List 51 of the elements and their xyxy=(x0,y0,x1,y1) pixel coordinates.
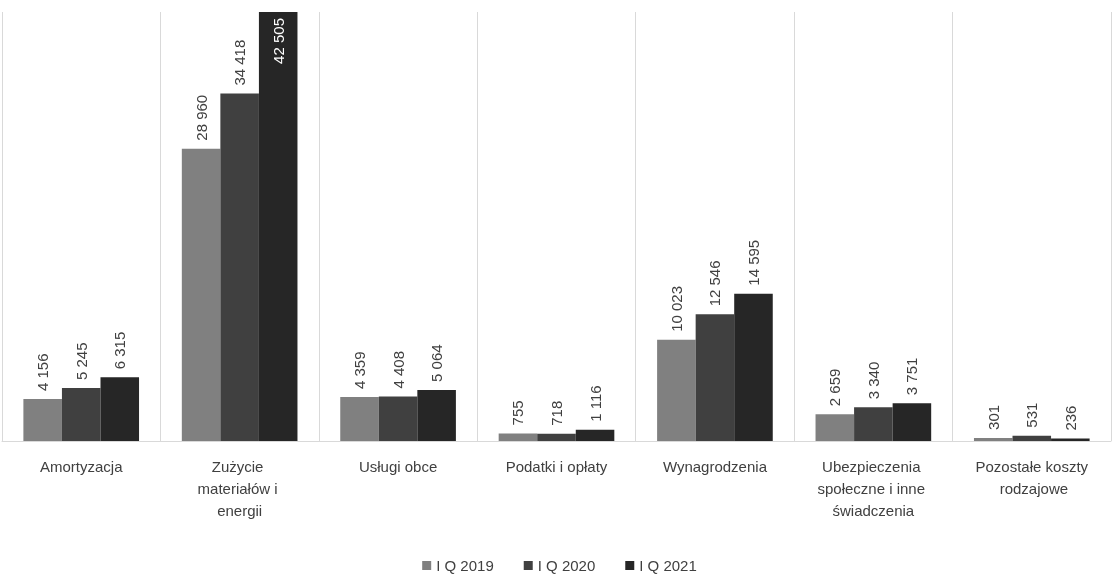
x-tick-label: Podatki i opłaty xyxy=(505,457,608,475)
legend-label: I Q 2019 xyxy=(436,557,494,574)
bar xyxy=(815,414,855,441)
data-label: 1 116 xyxy=(586,385,604,422)
data-label: 14 595 xyxy=(744,239,762,286)
bar xyxy=(657,339,696,441)
bar xyxy=(537,433,576,441)
data-label: 42 505 xyxy=(269,18,287,64)
x-tick-label: Amortyzacja xyxy=(39,457,124,475)
legend-label: I Q 2020 xyxy=(537,557,596,574)
data-label: 4 408 xyxy=(389,350,407,389)
data-label: 755 xyxy=(509,400,527,426)
data-label: 10 023 xyxy=(667,285,685,332)
bar xyxy=(220,93,259,441)
bar xyxy=(892,403,932,441)
x-tick-label: Ubezpieczenia społeczne i inne świadczenia xyxy=(817,457,930,519)
bar xyxy=(181,148,221,441)
bar xyxy=(417,389,456,441)
data-label: 3 340 xyxy=(864,361,882,400)
data-label: 3 751 xyxy=(903,357,921,396)
x-tick-label: Wynagrodzenia xyxy=(662,457,768,475)
data-label: 4 359 xyxy=(351,351,369,389)
data-label: 28 960 xyxy=(192,94,210,141)
data-label: 2 659 xyxy=(826,368,844,407)
legend-label: I Q 2021 xyxy=(639,557,697,574)
data-label: 718 xyxy=(548,400,565,426)
bar xyxy=(378,396,418,441)
bar xyxy=(973,437,1013,441)
bar xyxy=(258,12,298,441)
bar xyxy=(734,293,773,441)
data-label: 531 xyxy=(1023,402,1041,428)
data-label: 34 418 xyxy=(231,39,249,86)
bar xyxy=(100,377,140,441)
x-tick-label: Pozostałe koszty rodzajowe xyxy=(975,457,1089,497)
data-label: 301 xyxy=(984,404,1002,430)
bar xyxy=(61,388,101,441)
x-tick-label: Usługi obce xyxy=(358,457,438,475)
data-label: 4 156 xyxy=(34,353,52,392)
data-label: 5 245 xyxy=(72,342,90,381)
data-label: 5 064 xyxy=(428,344,446,382)
bar xyxy=(1012,435,1052,441)
data-label: 236 xyxy=(1061,405,1079,431)
x-tick-label: Zużycie materiałów i energii xyxy=(197,457,282,519)
bar xyxy=(498,433,538,441)
bar xyxy=(854,407,893,441)
bar xyxy=(23,399,62,441)
data-label: 12 546 xyxy=(706,260,724,307)
bar xyxy=(695,314,735,441)
bar xyxy=(575,429,615,441)
bar xyxy=(340,397,379,441)
data-label: 6 315 xyxy=(111,331,129,370)
